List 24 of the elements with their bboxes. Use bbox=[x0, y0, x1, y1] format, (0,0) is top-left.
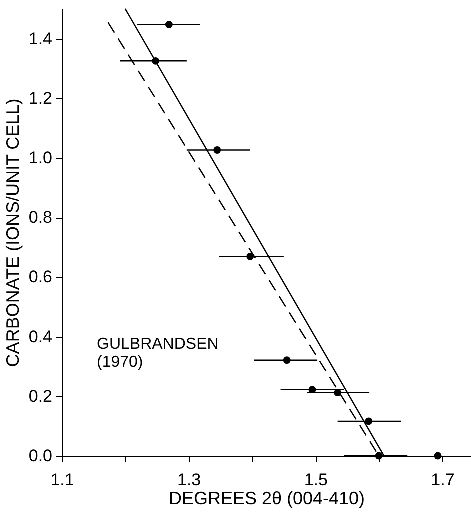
y-tick-label: 1.4 bbox=[28, 29, 52, 48]
x-tick-label: 1.1 bbox=[50, 470, 74, 490]
y-tick-label: 0.0 bbox=[28, 446, 52, 466]
y-tick-label: 0.6 bbox=[28, 268, 52, 287]
y-tick-label: 0.4 bbox=[28, 327, 52, 346]
point bbox=[334, 389, 342, 397]
y-tick-label: 1.0 bbox=[28, 148, 52, 168]
point bbox=[165, 21, 173, 28]
point bbox=[365, 418, 373, 426]
point bbox=[375, 452, 383, 460]
y-tick-label: 1.2 bbox=[28, 88, 52, 108]
y-tick-label: 0.8 bbox=[28, 208, 52, 228]
point bbox=[283, 356, 291, 364]
point bbox=[434, 452, 442, 460]
point bbox=[214, 146, 222, 154]
point bbox=[246, 252, 254, 260]
x-tick-label: 1.7 bbox=[431, 470, 455, 490]
x-tick-label: 1.5 bbox=[304, 470, 328, 490]
annotation: GULBRANDSEN (1970) bbox=[97, 336, 219, 371]
y-axis-title: CARBONATE (IONS/UNIT CELL) bbox=[2, 98, 23, 368]
point bbox=[308, 386, 316, 394]
x-axis-title: DEGREES 2θ (004-410) bbox=[168, 488, 366, 508]
x-tick-label: 1.3 bbox=[178, 470, 202, 490]
y-tick-label: 0.2 bbox=[28, 386, 52, 406]
